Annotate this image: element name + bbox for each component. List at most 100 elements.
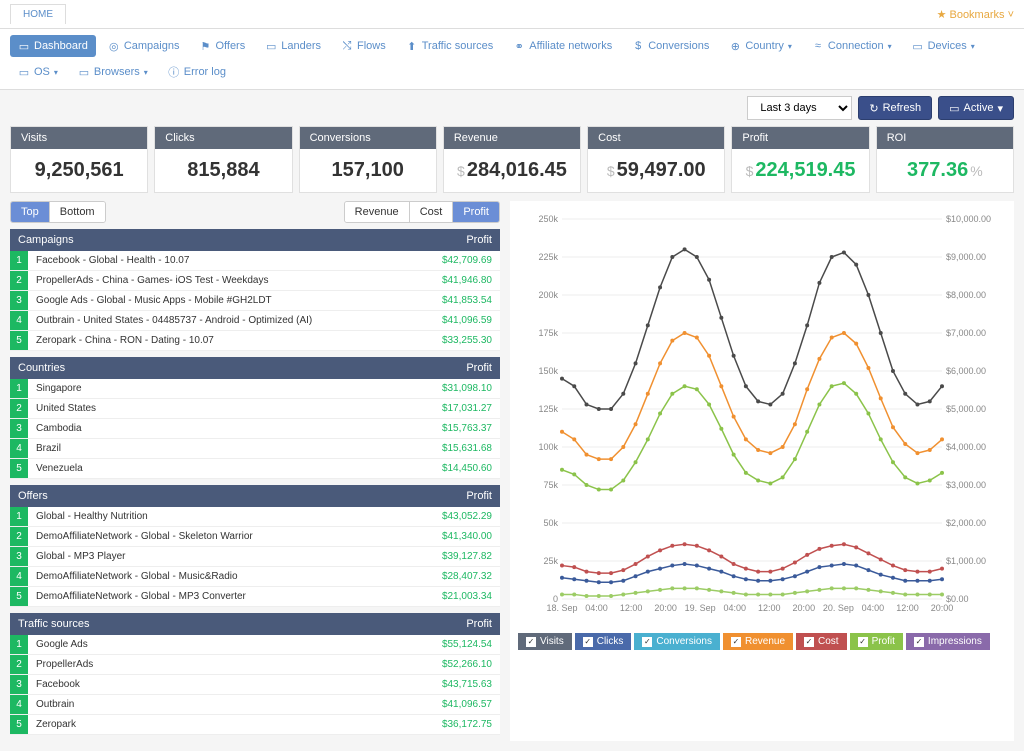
row-name: PropellerAds: [28, 655, 276, 675]
legend-clicks[interactable]: ✓Clicks: [575, 633, 632, 650]
toggle-profit[interactable]: Profit: [453, 202, 499, 222]
row-num: 3: [10, 675, 28, 695]
row-num: 3: [10, 419, 28, 439]
row-name: Facebook: [28, 675, 276, 695]
row-num: 2: [10, 655, 28, 675]
table-row[interactable]: 2PropellerAds - China - Games- iOS Test …: [10, 271, 500, 291]
toggle-bottom[interactable]: Bottom: [50, 202, 105, 222]
nav-country[interactable]: ⊕Country ▾: [721, 35, 800, 57]
metric-visits: Visits9,250,561: [10, 126, 148, 193]
home-tab[interactable]: HOME: [10, 4, 66, 24]
metric-header: Revenue: [444, 127, 580, 149]
row-value: $21,003.34: [396, 587, 500, 607]
svg-text:19. Sep: 19. Sep: [685, 603, 716, 613]
svg-text:225k: 225k: [538, 252, 558, 262]
active-button[interactable]: ▭ Active ▾: [938, 96, 1014, 120]
svg-text:20:00: 20:00: [793, 603, 816, 613]
legend-revenue[interactable]: ✓Revenue: [723, 633, 793, 650]
legend-check-icon: ✓: [583, 637, 593, 647]
row-num: 5: [10, 459, 28, 479]
row-num: 5: [10, 715, 28, 735]
table-row[interactable]: 1Singapore$31,098.10: [10, 379, 500, 399]
nav-conversions[interactable]: $Conversions: [624, 35, 717, 57]
metric-header: ROI: [877, 127, 1013, 149]
os-icon: ▭: [18, 66, 30, 78]
table-row[interactable]: 5Zeropark$36,172.75: [10, 715, 500, 735]
table-row[interactable]: 2PropellerAds$52,266.10: [10, 655, 500, 675]
svg-text:50k: 50k: [543, 518, 558, 528]
svg-text:125k: 125k: [538, 404, 558, 414]
legend-conversions[interactable]: ✓Conversions: [634, 633, 720, 650]
svg-text:$5,000.00: $5,000.00: [946, 404, 986, 414]
bookmarks-link[interactable]: ★ Bookmarks ˅: [937, 8, 1014, 21]
nav-error-log[interactable]: ⓘError log: [160, 61, 234, 83]
metric-value: 9,250,561: [11, 149, 147, 192]
toggle-revenue[interactable]: Revenue: [345, 202, 410, 222]
table-row[interactable]: 2DemoAffiliateNetwork - Global - Skeleto…: [10, 527, 500, 547]
nav-dashboard[interactable]: ▭Dashboard: [10, 35, 96, 57]
svg-text:$2,000.00: $2,000.00: [946, 518, 986, 528]
dashboard-icon: ▭: [18, 40, 30, 52]
table-row[interactable]: 3Cambodia$15,763.37: [10, 419, 500, 439]
affiliate-networks-icon: ⚭: [513, 40, 525, 52]
row-name: Global - Healthy Nutrition: [28, 507, 396, 527]
metric-revenue: Revenue$284,016.45: [443, 126, 581, 193]
table-row[interactable]: 2United States$17,031.27: [10, 399, 500, 419]
table-row[interactable]: 5Zeropark - China - RON - Dating - 10.07…: [10, 331, 500, 351]
legend-impressions[interactable]: ✓Impressions: [906, 633, 990, 650]
svg-text:$1,000.00: $1,000.00: [946, 556, 986, 566]
table-row[interactable]: 4Outbrain - United States - 04485737 - A…: [10, 311, 500, 331]
svg-text:$6,000.00: $6,000.00: [946, 366, 986, 376]
table-metric-header: Profit: [413, 229, 500, 251]
legend-cost[interactable]: ✓Cost: [796, 633, 847, 650]
nav-campaigns[interactable]: ◎Campaigns: [100, 35, 188, 57]
nav-devices[interactable]: ▭Devices ▾: [904, 35, 983, 57]
table-row[interactable]: 3Global - MP3 Player$39,127.82: [10, 547, 500, 567]
refresh-label: Refresh: [883, 102, 922, 114]
table-header: Offers: [10, 485, 396, 507]
legend-visits[interactable]: ✓Visits: [518, 633, 572, 650]
row-name: Outbrain: [28, 695, 276, 715]
nav-flows[interactable]: ⤭Flows: [333, 35, 394, 57]
table-metric-header: Profit: [281, 357, 500, 379]
metric-value: $59,497.00: [588, 149, 724, 192]
nav-os[interactable]: ▭OS ▾: [10, 61, 66, 83]
table-row[interactable]: 1Google Ads$55,124.54: [10, 635, 500, 655]
row-value: $41,096.59: [413, 311, 500, 331]
row-value: $42,709.69: [413, 251, 500, 271]
nav-browsers[interactable]: ▭Browsers ▾: [70, 61, 156, 83]
row-num: 1: [10, 507, 28, 527]
svg-text:$4,000.00: $4,000.00: [946, 442, 986, 452]
svg-text:04:00: 04:00: [723, 603, 746, 613]
svg-text:12:00: 12:00: [620, 603, 643, 613]
nav-landers[interactable]: ▭Landers: [257, 35, 329, 57]
svg-text:04:00: 04:00: [585, 603, 608, 613]
table-row[interactable]: 4DemoAffiliateNetwork - Global - Music&R…: [10, 567, 500, 587]
table-row[interactable]: 4Outbrain$41,096.57: [10, 695, 500, 715]
nav-connection[interactable]: ≈Connection ▾: [804, 35, 900, 57]
row-name: Facebook - Global - Health - 10.07: [28, 251, 413, 271]
table-row[interactable]: 4Brazil$15,631.68: [10, 439, 500, 459]
refresh-button[interactable]: ↻ Refresh: [858, 96, 932, 120]
row-value: $39,127.82: [396, 547, 500, 567]
toggle-cost[interactable]: Cost: [410, 202, 454, 222]
legend-profit[interactable]: ✓Profit: [850, 633, 903, 650]
bookmarks-label: Bookmarks: [949, 9, 1004, 21]
table-row[interactable]: 1Facebook - Global - Health - 10.07$42,7…: [10, 251, 500, 271]
toggle-top[interactable]: Top: [11, 202, 50, 222]
table-row[interactable]: 5DemoAffiliateNetwork - Global - MP3 Con…: [10, 587, 500, 607]
table-row[interactable]: 5Venezuela$14,450.60: [10, 459, 500, 479]
table-row[interactable]: 3Google Ads - Global - Music Apps - Mobi…: [10, 291, 500, 311]
svg-text:04:00: 04:00: [862, 603, 885, 613]
nav-affiliate-networks[interactable]: ⚭Affiliate networks: [505, 35, 620, 57]
date-range-select[interactable]: Last 3 days: [747, 96, 852, 120]
offers-icon: ⚑: [199, 40, 211, 52]
nav-traffic-sources[interactable]: ⬆Traffic sources: [398, 35, 502, 57]
row-num: 4: [10, 439, 28, 459]
row-name: Brazil: [28, 439, 281, 459]
svg-text:250k: 250k: [538, 214, 558, 224]
nav-offers[interactable]: ⚑Offers: [191, 35, 253, 57]
table-row[interactable]: 3Facebook$43,715.63: [10, 675, 500, 695]
table-row[interactable]: 1Global - Healthy Nutrition$43,052.29: [10, 507, 500, 527]
metric-header: Visits: [11, 127, 147, 149]
